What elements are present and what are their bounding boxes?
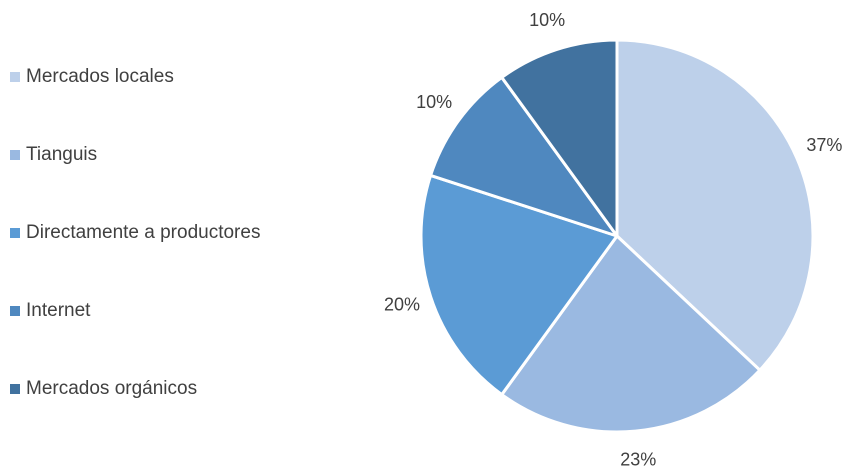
legend-item-mercados-locales: Mercados locales — [10, 60, 260, 94]
legend-item-tianguis: Tianguis — [10, 138, 260, 172]
pie-data-labels: 37% 23% 20% 10% 10% — [384, 10, 842, 470]
legend-label-directamente-a-productores: Directamente a productores — [26, 222, 261, 243]
data-label-mercados-locales: 37% — [806, 135, 842, 155]
legend-item-internet: Internet — [10, 294, 260, 328]
pie-slices — [419, 38, 815, 434]
data-label-tianguis: 23% — [620, 450, 656, 470]
chart-legend: Mercados locales Tianguis Directamente a… — [10, 60, 260, 406]
legend-swatch-directamente-a-productores — [10, 228, 20, 238]
legend-swatch-mercados-locales — [10, 72, 20, 82]
legend-swatch-internet — [10, 306, 20, 316]
legend-swatch-mercados-organicos — [10, 384, 20, 394]
data-label-mercados-organicos: 10% — [529, 10, 565, 30]
legend-label-tianguis: Tianguis — [26, 144, 98, 165]
pie-slice-tianguis — [500, 234, 762, 434]
pie-slice-directamente-a-productores — [419, 173, 619, 397]
legend-label-mercados-locales: Mercados locales — [26, 66, 174, 87]
pie-slice-mercados-locales — [615, 38, 815, 372]
legend-label-mercados-organicos: Mercados orgánicos — [26, 378, 198, 399]
pie-slice-mercados-organicos — [500, 38, 619, 238]
data-label-internet: 10% — [416, 92, 452, 112]
legend-label-internet: Internet — [26, 300, 91, 321]
pie-slice-internet — [429, 75, 619, 238]
data-label-directamente-a-productores: 20% — [384, 295, 420, 315]
legend-item-directamente-a-productores: Directamente a productores — [10, 216, 260, 250]
legend-swatch-tianguis — [10, 150, 20, 160]
legend-item-mercados-organicos: Mercados orgánicos — [10, 372, 260, 406]
